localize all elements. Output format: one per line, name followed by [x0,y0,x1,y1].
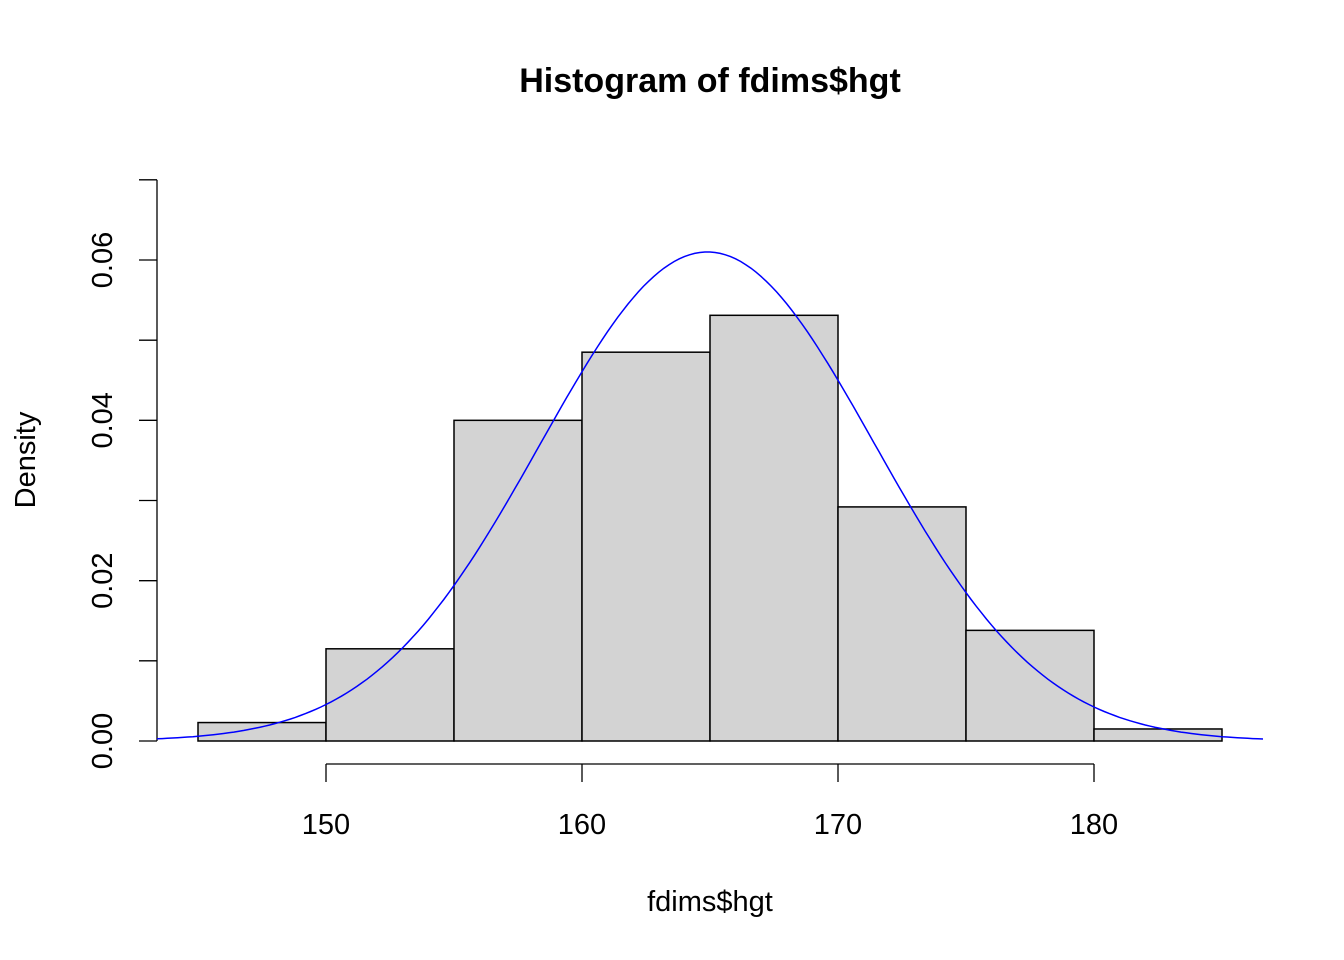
x-tick-label: 150 [302,809,350,841]
histogram-bar [581,351,711,742]
histogram-bar [965,629,1095,742]
histogram-bar [1093,728,1223,742]
y-tick-label: 0.00 [87,713,119,769]
histogram-bar [453,419,583,742]
y-axis-label: Density [10,411,42,508]
histogram-bar [709,314,839,742]
y-tick-label: 0.06 [87,232,119,288]
x-tick-label: 170 [814,809,862,841]
x-axis-label: fdims$hgt [647,886,773,918]
y-tick-label: 0.04 [87,392,119,448]
histogram-bar [837,506,967,742]
y-tick-label: 0.02 [87,552,119,608]
histogram-bar [197,721,327,742]
x-tick-label: 180 [1070,809,1118,841]
histogram-bar [325,648,455,742]
chart-title: Histogram of fdims$hgt [519,62,901,100]
x-tick-label: 160 [558,809,606,841]
normal-density-curve [156,251,1264,740]
